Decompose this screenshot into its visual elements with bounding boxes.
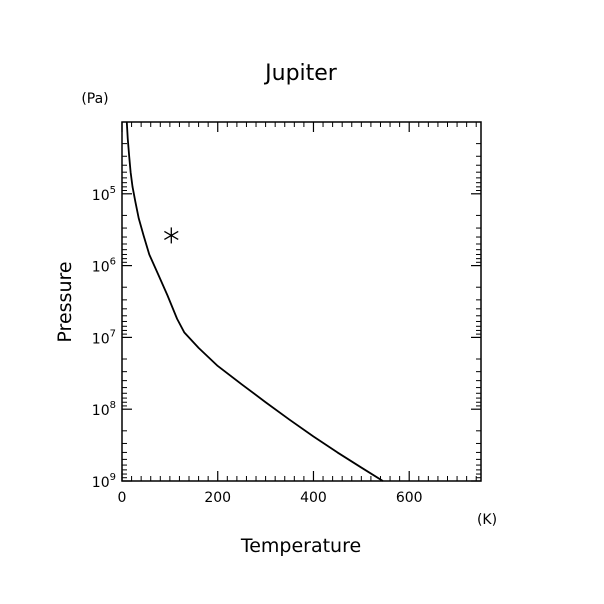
x-tick-labels: 0 200 400 600 [118, 490, 423, 506]
minor-ticks [122, 122, 481, 481]
y-tick-labels: 105 106 107 108 109 [92, 185, 116, 491]
y-axis-label: Pressure [54, 261, 76, 342]
x-axis-label: Temperature [240, 535, 361, 557]
y-tick-label: 106 [92, 257, 116, 276]
y-tick-label: 109 [92, 472, 116, 491]
x-unit-label: (K) [477, 512, 497, 528]
x-tick-label: 400 [300, 490, 327, 506]
chart-title: Jupiter [263, 61, 338, 86]
x-tick-label: 600 [396, 490, 423, 506]
marker-layer [164, 227, 179, 244]
y-tick-label: 105 [92, 185, 116, 204]
plot-frame [121, 121, 482, 482]
y-tick-label: 108 [92, 400, 116, 419]
x-tick-label: 0 [118, 490, 127, 506]
asterisk-marker [164, 227, 179, 244]
series-layer [125, 121, 384, 482]
x-tick-label: 200 [204, 490, 231, 506]
series-line [125, 121, 384, 482]
y-unit-label: (Pa) [81, 91, 108, 107]
major-ticks [121, 122, 481, 482]
y-tick-label: 107 [92, 328, 116, 347]
